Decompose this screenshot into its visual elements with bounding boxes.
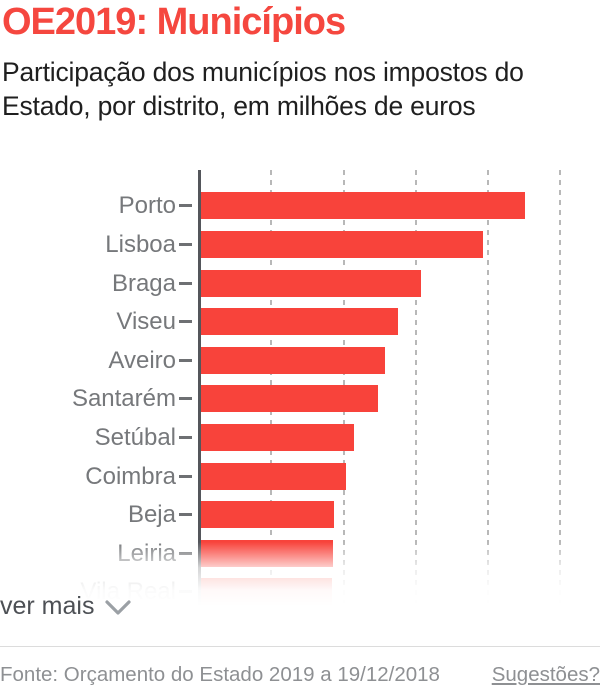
footer: Fonte: Orçamento do Estado 2019 a 19/12/… <box>0 646 600 687</box>
bar <box>201 308 398 336</box>
category-label: Setúbal <box>94 423 176 451</box>
source-text: Fonte: Orçamento do Estado 2019 a 19/12/… <box>0 663 440 686</box>
axis-tick <box>179 513 192 517</box>
axis-tick <box>179 320 192 324</box>
bar <box>201 423 355 451</box>
axis-tick <box>179 242 192 246</box>
suggestions-link[interactable]: Sugestões? <box>491 663 600 686</box>
gridline <box>414 170 417 606</box>
bar <box>201 501 334 529</box>
axis-tick <box>179 435 192 439</box>
axis-tick <box>179 474 192 478</box>
bar-chart: Porto Lisboa Braga Viseu Aveiro Santarém Setúb… <box>0 170 600 606</box>
axis-tick <box>179 397 192 401</box>
category-label: Santarém <box>71 385 176 413</box>
ver-mais-button[interactable]: ver mais <box>0 592 132 621</box>
category-label: Beja <box>127 501 176 529</box>
bar <box>201 462 346 490</box>
gridline <box>559 170 562 606</box>
axis-tick <box>179 204 192 208</box>
axis-tick <box>179 358 192 362</box>
gridline <box>487 170 489 606</box>
page-title: OE2019: Municípios <box>2 1 346 43</box>
fade-overlay <box>0 542 600 606</box>
bar <box>201 385 379 413</box>
ver-mais-label: ver mais <box>0 592 95 620</box>
category-label: Aveiro <box>108 346 176 374</box>
category-label: Lisboa <box>105 230 176 258</box>
bar <box>201 346 386 374</box>
category-label: Porto <box>118 192 176 220</box>
chevron-down-icon <box>105 600 132 615</box>
category-label: Viseu <box>116 308 176 336</box>
bar <box>201 269 422 297</box>
axis-tick <box>179 281 192 285</box>
category-label: Braga <box>111 269 176 297</box>
y-axis-line <box>198 170 201 606</box>
chart-subtitle: Participação dos municípios nos impostos… <box>2 57 524 121</box>
bar <box>201 230 483 258</box>
category-label: Coimbra <box>85 462 176 490</box>
bar <box>201 192 526 220</box>
